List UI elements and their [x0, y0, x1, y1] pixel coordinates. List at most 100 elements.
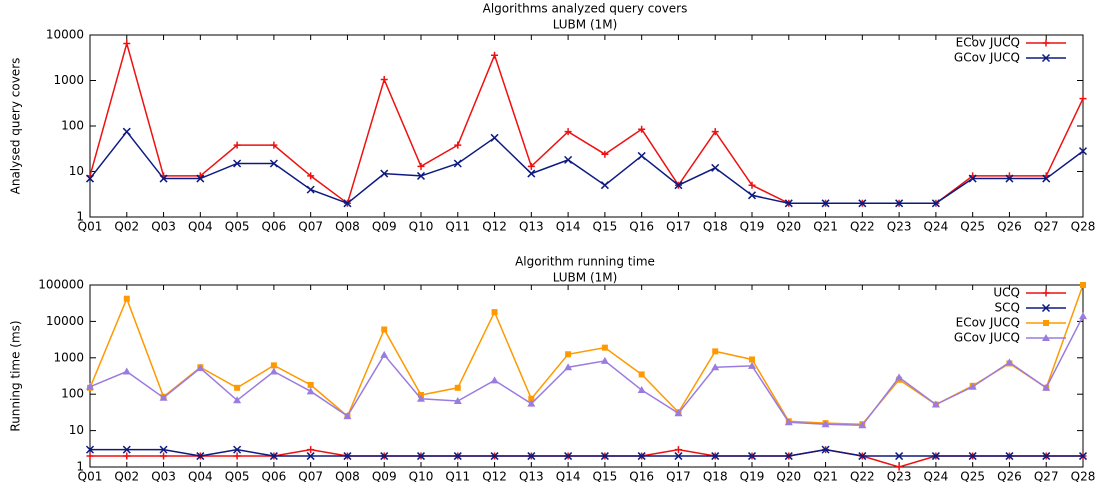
x-tick-label: Q28: [1071, 470, 1096, 484]
marker: [821, 420, 830, 428]
marker: [306, 387, 315, 395]
marker: [233, 452, 241, 460]
x-tick-label: Q14: [556, 470, 581, 484]
marker: [1042, 383, 1051, 391]
marker: [491, 309, 498, 316]
marker: [416, 171, 426, 180]
marker: [380, 350, 389, 358]
marker: [528, 395, 535, 402]
marker: [233, 396, 242, 404]
x-tick-label: Q15: [593, 220, 618, 234]
marker: [234, 384, 241, 391]
x-tick-label: Q11: [445, 470, 470, 484]
y-tick-label: 1000: [53, 350, 84, 364]
x-tick-label: Q05: [225, 220, 250, 234]
marker: [416, 452, 426, 461]
marker: [931, 199, 940, 208]
y-tick-label: 10: [69, 164, 84, 178]
marker: [1042, 174, 1051, 183]
marker: [674, 446, 682, 454]
marker: [233, 159, 242, 168]
x-tick-label: Q26: [997, 220, 1022, 234]
marker: [1078, 452, 1088, 461]
marker: [1005, 174, 1014, 183]
x-tick-label: Q05: [225, 470, 250, 484]
x-tick-label: Q19: [740, 220, 765, 234]
x-tick-label: Q23: [887, 220, 912, 234]
marker: [270, 141, 278, 149]
marker: [491, 51, 499, 59]
marker: [747, 452, 757, 461]
marker: [858, 421, 867, 429]
x-tick-label: Q19: [740, 470, 765, 484]
marker: [307, 446, 315, 454]
x-tick-label: Q16: [629, 220, 654, 234]
x-tick-label: Q02: [114, 470, 139, 484]
y-tick-label: 10000: [46, 28, 84, 42]
y-tick-label: 100000: [38, 278, 84, 292]
marker: [85, 445, 95, 454]
marker: [711, 163, 720, 172]
marker: [490, 376, 499, 384]
marker: [712, 348, 719, 355]
x-tick-label: Q22: [850, 220, 875, 234]
marker: [858, 199, 867, 208]
marker: [527, 452, 536, 461]
marker: [269, 159, 278, 168]
marker: [674, 452, 683, 461]
marker: [453, 159, 462, 168]
marker: [380, 76, 388, 84]
marker: [454, 141, 462, 149]
marker: [601, 344, 608, 351]
marker: [638, 371, 645, 378]
marker: [711, 128, 719, 136]
marker: [968, 382, 977, 390]
marker: [85, 174, 95, 183]
marker: [86, 452, 94, 460]
marker: [784, 418, 793, 426]
x-tick-label: Q11: [445, 220, 470, 234]
x-tick-label: Q17: [666, 470, 691, 484]
marker: [307, 381, 314, 388]
marker: [784, 199, 793, 208]
x-tick-label: Q23: [887, 470, 912, 484]
marker: [784, 452, 793, 461]
series-line: [89, 315, 1084, 427]
x-tick-label: Q21: [813, 470, 838, 484]
marker: [343, 452, 352, 461]
marker: [895, 199, 904, 208]
marker: [380, 169, 389, 178]
marker: [196, 364, 205, 372]
marker: [931, 400, 940, 408]
x-tick-label: Q21: [813, 220, 838, 234]
marker: [160, 452, 168, 460]
x-tick-label: Q27: [1034, 470, 1059, 484]
x-tick-label: Q24: [924, 470, 949, 484]
marker: [600, 356, 609, 364]
marker: [748, 181, 756, 189]
marker: [307, 172, 315, 180]
marker: [1042, 289, 1050, 297]
series-line: [89, 130, 1084, 205]
marker: [711, 452, 720, 461]
marker: [269, 367, 278, 375]
marker: [527, 162, 535, 170]
y-tick-label: 1: [76, 460, 84, 474]
marker: [638, 125, 646, 133]
marker: [417, 162, 425, 170]
y-tick-label: 100: [61, 387, 84, 401]
y-tick-label: 1000: [53, 73, 84, 87]
x-tick-label: Q07: [298, 470, 323, 484]
x-tick-label: Q18: [703, 220, 728, 234]
x-tick-label: Q10: [409, 470, 434, 484]
series-line: [89, 284, 1084, 425]
x-tick-label: Q13: [519, 470, 544, 484]
x-tick-label: Q17: [666, 220, 691, 234]
marker: [233, 141, 241, 149]
marker: [196, 452, 205, 461]
marker: [968, 452, 977, 461]
x-tick-label: Q15: [593, 470, 618, 484]
marker: [895, 452, 904, 461]
marker: [86, 382, 94, 390]
